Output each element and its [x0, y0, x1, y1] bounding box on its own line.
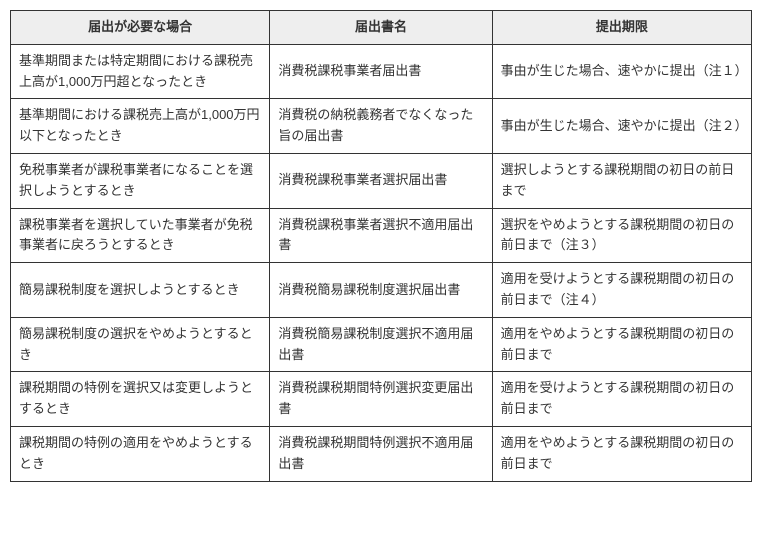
cell-form: 消費税課税期間特例選択不適用届出書 [270, 426, 492, 481]
table-body: 基準期間または特定期間における課税売上高が1,000万円超となったとき消費税課税… [11, 44, 752, 481]
cell-form: 消費税簡易課税制度選択届出書 [270, 263, 492, 318]
cell-deadline: 適用をやめようとする課税期間の初日の前日まで [492, 317, 751, 372]
table-header-row: 届出が必要な場合 届出書名 提出期限 [11, 11, 752, 45]
cell-case: 簡易課税制度の選択をやめようとするとき [11, 317, 270, 372]
cell-case: 課税期間の特例を選択又は変更しようとするとき [11, 372, 270, 427]
cell-deadline: 選択をやめようとする課税期間の初日の前日まで（注３） [492, 208, 751, 263]
cell-case: 課税期間の特例の適用をやめようとするとき [11, 426, 270, 481]
table-row: 基準期間または特定期間における課税売上高が1,000万円超となったとき消費税課税… [11, 44, 752, 99]
tax-notification-table: 届出が必要な場合 届出書名 提出期限 基準期間または特定期間における課税売上高が… [10, 10, 752, 482]
cell-deadline: 適用をやめようとする課税期間の初日の前日まで [492, 426, 751, 481]
cell-deadline: 選択しようとする課税期間の初日の前日まで [492, 153, 751, 208]
column-header-case: 届出が必要な場合 [11, 11, 270, 45]
table-row: 課税期間の特例の適用をやめようとするとき消費税課税期間特例選択不適用届出書適用を… [11, 426, 752, 481]
cell-deadline: 適用を受けようとする課税期間の初日の前日まで（注４） [492, 263, 751, 318]
table-row: 免税事業者が課税事業者になることを選択しようとするとき消費税課税事業者選択届出書… [11, 153, 752, 208]
cell-case: 課税事業者を選択していた事業者が免税事業者に戻ろうとするとき [11, 208, 270, 263]
table-row: 課税期間の特例を選択又は変更しようとするとき消費税課税期間特例選択変更届出書適用… [11, 372, 752, 427]
cell-form: 消費税課税事業者届出書 [270, 44, 492, 99]
table-row: 簡易課税制度を選択しようとするとき消費税簡易課税制度選択届出書適用を受けようとす… [11, 263, 752, 318]
cell-form: 消費税課税事業者選択不適用届出書 [270, 208, 492, 263]
cell-case: 免税事業者が課税事業者になることを選択しようとするとき [11, 153, 270, 208]
cell-form: 消費税簡易課税制度選択不適用届出書 [270, 317, 492, 372]
cell-deadline: 適用を受けようとする課税期間の初日の前日まで [492, 372, 751, 427]
column-header-form: 届出書名 [270, 11, 492, 45]
cell-case: 簡易課税制度を選択しようとするとき [11, 263, 270, 318]
cell-case: 基準期間または特定期間における課税売上高が1,000万円超となったとき [11, 44, 270, 99]
cell-form: 消費税課税事業者選択届出書 [270, 153, 492, 208]
cell-case: 基準期間における課税売上高が1,000万円以下となったとき [11, 99, 270, 154]
cell-form: 消費税の納税義務者でなくなった旨の届出書 [270, 99, 492, 154]
table-row: 簡易課税制度の選択をやめようとするとき消費税簡易課税制度選択不適用届出書適用をや… [11, 317, 752, 372]
cell-form: 消費税課税期間特例選択変更届出書 [270, 372, 492, 427]
table-row: 基準期間における課税売上高が1,000万円以下となったとき消費税の納税義務者でな… [11, 99, 752, 154]
cell-deadline: 事由が生じた場合、速やかに提出（注１） [492, 44, 751, 99]
cell-deadline: 事由が生じた場合、速やかに提出（注２） [492, 99, 751, 154]
column-header-deadline: 提出期限 [492, 11, 751, 45]
table-row: 課税事業者を選択していた事業者が免税事業者に戻ろうとするとき消費税課税事業者選択… [11, 208, 752, 263]
